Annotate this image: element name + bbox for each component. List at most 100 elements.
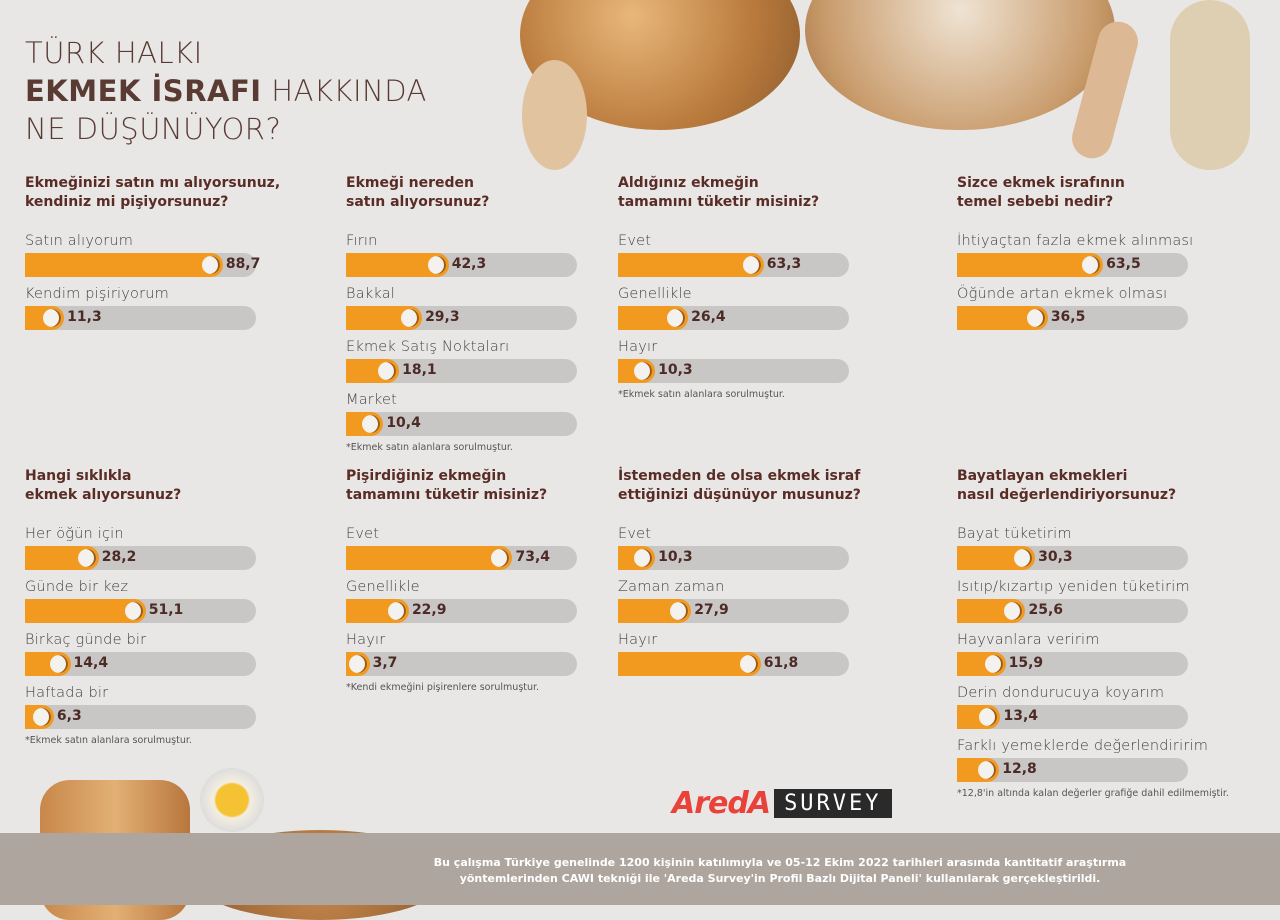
knob-icon	[979, 708, 998, 726]
knob-icon	[201, 256, 220, 274]
bar-value: 25,6	[1028, 602, 1064, 618]
bar-label: Derin dondurucuya koyarım	[957, 685, 1165, 701]
bar-value: 18,1	[402, 362, 437, 378]
bar-row: Hayır 10,3	[618, 338, 918, 391]
logo-product: SURVEY	[774, 789, 892, 818]
knob-icon	[667, 309, 686, 327]
bar-label: Evet	[346, 526, 380, 542]
bar-value: 15,9	[1008, 655, 1044, 671]
bar-value: 10,3	[658, 362, 693, 378]
question-title: Hangi sıklıkla ekmek alıyorsunuz?	[25, 468, 182, 503]
bar-track: 63,3	[618, 253, 849, 277]
chart-panel: Pişirdiğiniz ekmeğin tamamını tüketir mi…	[346, 467, 646, 693]
bar-row: Bakkal 29,3	[346, 285, 646, 338]
bar-row: Evet 73,4	[346, 525, 646, 578]
question-title: Ekmeği nereden satın alıyorsunuz?	[346, 175, 490, 210]
bread-loaf-image	[805, 0, 1115, 130]
question-title: İstemeden de olsa ekmek israf ettiğinizi…	[618, 468, 861, 503]
footnote: *Ekmek satın alanlara sorulmuştur.	[25, 735, 192, 746]
bar-fill	[957, 253, 1104, 277]
bar-label: Evet	[618, 526, 652, 542]
knob-icon	[978, 761, 997, 779]
title-line-3: NE DÜŞÜNÜYOR?	[25, 112, 282, 146]
bar-track: 30,3	[957, 546, 1188, 570]
bar-track: 15,9	[957, 652, 1188, 676]
bar-label: Hayvanlara veririm	[957, 632, 1100, 648]
knob-icon	[1026, 309, 1045, 327]
bar-value: 30,3	[1038, 549, 1073, 565]
knob-icon	[348, 655, 367, 673]
bar-track: 10,3	[618, 546, 849, 570]
logo-brand: AredA	[672, 786, 771, 821]
footnote: *12,8'in altında kalan değerler grafiğe …	[957, 788, 1229, 799]
bar-label: Kendim pişiriyorum	[25, 286, 169, 302]
bar-track: 3,7	[346, 652, 577, 676]
chart-panel: Ekmeği nereden satın alıyorsunuz? Fırın …	[346, 174, 646, 453]
bar-value: 10,4	[386, 415, 421, 431]
bar-row: Evet 10,3	[618, 525, 918, 578]
bar-track: 6,3	[25, 705, 256, 729]
knob-icon	[427, 256, 446, 274]
knob-icon	[387, 602, 406, 620]
bar-value: 6,3	[56, 708, 82, 724]
bar-track: 10,3	[618, 359, 849, 383]
question-title: Bayatlayan ekmekleri nasıl değerlendiriy…	[957, 468, 1177, 503]
bar-row: Hayvanlara veririm 15,9	[957, 631, 1257, 684]
title-line-1: TÜRK HALKI	[25, 36, 203, 70]
knob-icon	[77, 549, 96, 567]
knob-icon	[1082, 256, 1101, 274]
knob-icon	[32, 708, 51, 726]
bar-label: Hayır	[618, 339, 658, 355]
bar-track: 29,3	[346, 306, 577, 330]
knob-icon	[49, 655, 68, 673]
chart-panel: Sizce ekmek israfının temel sebebi nedir…	[957, 174, 1257, 338]
bar-label: Fırın	[346, 233, 378, 249]
bar-row: Birkaç günde bir 14,4	[25, 631, 325, 684]
bar-value: 63,5	[1106, 256, 1141, 272]
bar-track: 11,3	[25, 306, 256, 330]
title-bold: EKMEK İSRAFI	[25, 74, 262, 108]
bar-row: Her öğün için 28,2	[25, 525, 325, 578]
bar-row: Genellikle 26,4	[618, 285, 918, 338]
bar-row: Haftada bir 6,3	[25, 684, 325, 737]
footnote: *Ekmek satın alanlara sorulmuştur.	[346, 442, 513, 453]
bar-label: Hayır	[346, 632, 386, 648]
bar-value: 27,9	[694, 602, 729, 618]
bar-row: Farklı yemeklerde değerlendiririm 12,8	[957, 737, 1257, 790]
bar-value: 28,2	[101, 549, 137, 565]
bar-label: Günde bir kez	[25, 579, 129, 595]
bar-track: 63,5	[957, 253, 1188, 277]
footer-band	[0, 833, 1280, 905]
bar-row: Günde bir kez 51,1	[25, 578, 325, 631]
bar-label: Her öğün için	[25, 526, 124, 542]
question-title: Aldığınız ekmeğin tamamını tüketir misin…	[618, 175, 820, 210]
bar-track: 36,5	[957, 306, 1188, 330]
bar-row: Genellikle 22,9	[346, 578, 646, 631]
knob-icon	[1004, 602, 1023, 620]
bar-label: Isıtıp/kızartıp yeniden tüketirim	[957, 579, 1190, 595]
bar-value: 36,5	[1050, 309, 1086, 325]
page-title: TÜRK HALKI EKMEK İSRAFI HAKKINDA NE DÜŞÜ…	[25, 34, 427, 148]
bar-value: 10,3	[658, 549, 693, 565]
bar-row: Derin dondurucuya koyarım 13,4	[957, 684, 1257, 737]
question-title: Ekmeğinizi satın mı alıyorsunuz, kendini…	[25, 175, 281, 210]
areda-survey-logo: AredA SURVEY	[672, 786, 892, 821]
bar-track: 10,4	[346, 412, 577, 436]
bar-value: 61,8	[763, 655, 799, 671]
bar-row: Hayır 61,8	[618, 631, 918, 684]
bar-value: 26,4	[691, 309, 726, 325]
bar-track: 61,8	[618, 652, 849, 676]
knob-icon	[1014, 549, 1033, 567]
knob-icon	[124, 602, 143, 620]
bar-label: Market	[346, 392, 398, 408]
bar-value: 13,4	[1003, 708, 1039, 724]
wheat-image	[1170, 0, 1250, 170]
bar-value: 73,4	[515, 549, 551, 565]
title-line-2: HAKKINDA	[261, 74, 427, 108]
bar-value: 3,7	[372, 655, 398, 671]
bar-track: 12,8	[957, 758, 1188, 782]
knob-icon	[362, 415, 381, 433]
bar-track: 28,2	[25, 546, 256, 570]
question-title: Sizce ekmek israfının temel sebebi nedir…	[957, 175, 1125, 210]
question-title: Pişirdiğiniz ekmeğin tamamını tüketir mi…	[346, 468, 548, 503]
